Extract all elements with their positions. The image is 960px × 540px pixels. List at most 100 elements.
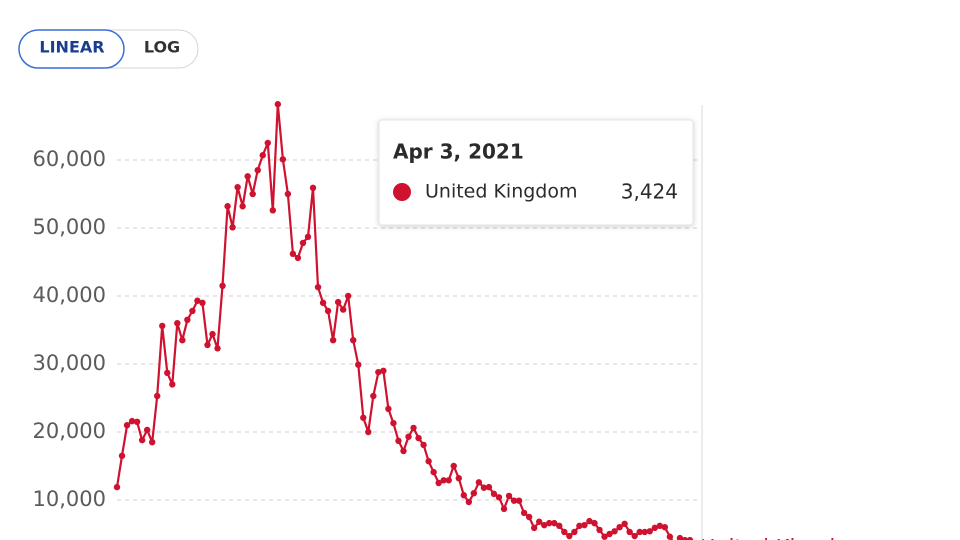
data-point [420, 441, 427, 449]
data-point [415, 434, 422, 442]
data-point [194, 297, 201, 304]
data-point [179, 337, 186, 344]
data-point [656, 522, 664, 530]
data-point [209, 330, 216, 338]
data-point [219, 282, 226, 289]
data-point [324, 307, 332, 315]
data-point [475, 479, 483, 486]
data-point [365, 428, 372, 436]
data-point [400, 447, 407, 455]
data-point [676, 534, 684, 540]
data-point [360, 414, 367, 421]
data-point [224, 203, 231, 210]
data-point [455, 475, 462, 482]
y-tick-label: 60,000 [33, 147, 106, 171]
button-linear[interactable] [18, 29, 125, 69]
data-point [651, 524, 658, 532]
data-point [264, 139, 271, 147]
data-point [234, 184, 241, 191]
data-point [334, 298, 342, 306]
data-point [430, 468, 437, 476]
data-point [279, 156, 287, 163]
data-point [259, 152, 266, 159]
data-point [189, 307, 196, 315]
data-point [631, 532, 638, 540]
data-point [490, 490, 498, 498]
data-point [556, 522, 563, 530]
data-point [294, 254, 302, 262]
data-point [319, 299, 327, 306]
data-point [345, 292, 352, 300]
y-tick-label: 20,000 [33, 419, 106, 443]
data-point [581, 521, 588, 529]
data-point [591, 519, 598, 527]
data-point [350, 337, 357, 344]
data-point [184, 316, 191, 323]
data-point [551, 519, 558, 527]
tooltip-series: United Kingdom [425, 181, 578, 203]
data-point [636, 528, 643, 536]
button-log-label[interactable]: LOG [144, 38, 180, 57]
data-point [249, 190, 256, 198]
data-point [375, 368, 382, 376]
data-point [686, 536, 694, 540]
button-linear-label[interactable]: LINEAR [39, 38, 104, 57]
data-point [154, 392, 161, 400]
data-point [355, 361, 362, 368]
data-point [214, 345, 221, 352]
tooltip-date: Apr 3, 2021 [393, 140, 524, 164]
data-point [425, 458, 432, 465]
data-point [395, 437, 402, 445]
data-point [164, 369, 171, 377]
y-tick-label: 40,000 [33, 283, 106, 307]
data-point [289, 250, 297, 258]
tooltip-swatch [393, 183, 411, 201]
data-point [541, 521, 548, 529]
data-point [329, 337, 337, 344]
data-point [309, 184, 317, 192]
data-point [510, 497, 518, 504]
data-point [571, 528, 578, 536]
data-point [405, 433, 412, 440]
scale-toggle: LINEAR LOG [18, 29, 199, 69]
data-point [480, 484, 488, 491]
data-point [284, 190, 292, 198]
data-point [450, 462, 457, 470]
data-point [113, 483, 121, 491]
data-point [174, 320, 181, 327]
data-point [601, 533, 608, 540]
data-point [239, 203, 246, 210]
data-point [505, 492, 513, 500]
data-point [199, 299, 206, 306]
data-point [244, 173, 251, 180]
data-point [410, 424, 417, 432]
data-point [269, 207, 277, 214]
data-point [460, 492, 467, 499]
data-point [525, 513, 533, 521]
data-point [646, 528, 653, 535]
data-point [385, 405, 392, 413]
data-point [148, 439, 156, 446]
data-point [128, 417, 136, 425]
data-point [339, 306, 347, 313]
data-point [440, 477, 447, 484]
data-point [485, 483, 493, 491]
data-point [314, 283, 322, 291]
data-point [495, 494, 503, 501]
y-tick-label: 10,000 [33, 487, 106, 511]
data-point [465, 498, 473, 506]
plot: 10,000 20,000 30,000 40,000 50,000 60,000 Unit… [33, 101, 869, 540]
data-point [616, 524, 623, 531]
tooltip-value: 3,424 [621, 180, 678, 204]
data-point [470, 490, 478, 497]
data-point [299, 239, 307, 247]
data-point [611, 528, 618, 535]
data-point [500, 505, 508, 513]
data-point [546, 519, 553, 527]
data-point [133, 418, 141, 425]
data-point [641, 528, 648, 536]
data-point [143, 426, 151, 434]
data-point [123, 422, 131, 429]
